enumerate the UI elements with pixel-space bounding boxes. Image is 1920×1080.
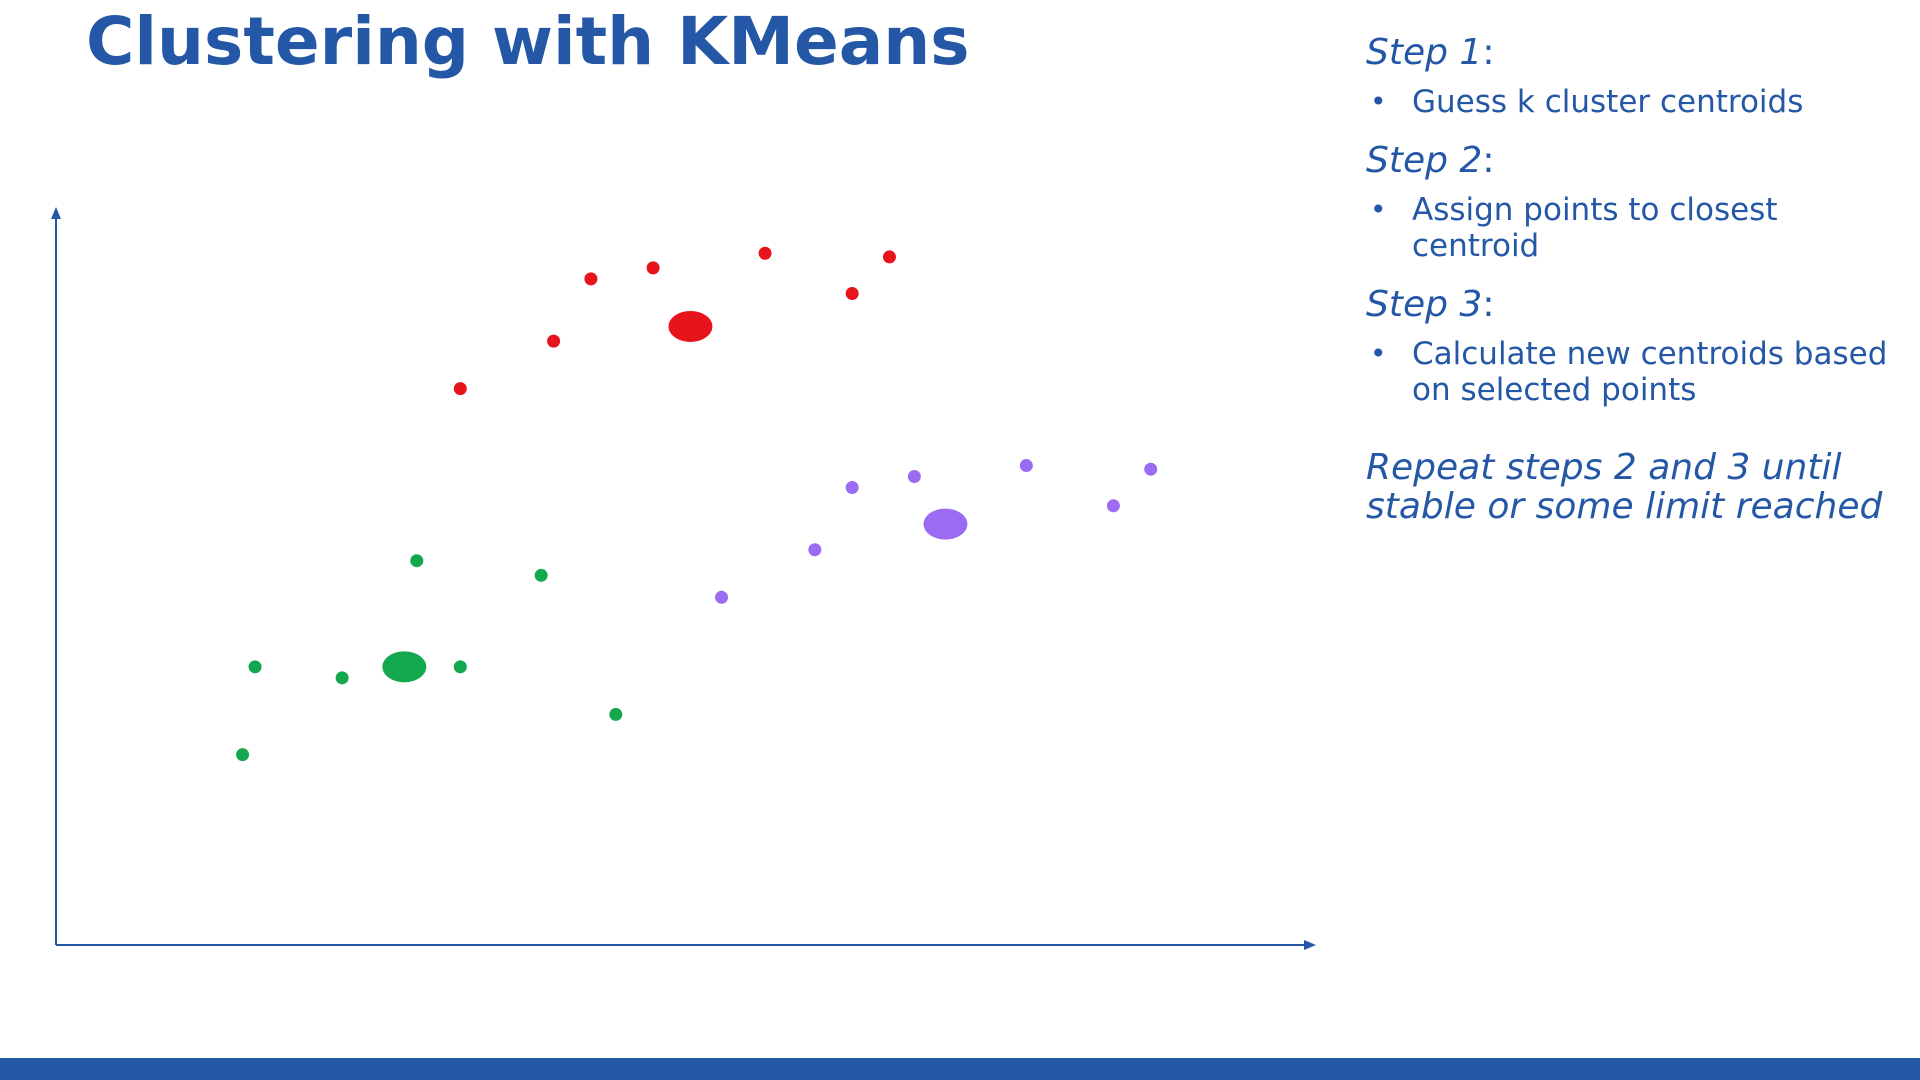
data-point (236, 748, 250, 762)
data-point (646, 261, 660, 275)
bullet-icon: • (1370, 337, 1387, 370)
bullet-text: Guess k cluster centroids (1412, 84, 1804, 120)
data-point (410, 554, 424, 568)
step-colon: : (1482, 32, 1495, 73)
data-point (1019, 459, 1033, 473)
data-point (609, 707, 623, 721)
footer-bar (0, 1058, 1920, 1080)
step-2-bullet: • Assign points to closest centroid (1366, 192, 1906, 264)
bullet-text: Calculate new centroids based on selecte… (1412, 336, 1888, 408)
data-point (1106, 499, 1120, 513)
cluster-marks (236, 246, 1158, 762)
step-heading-3: Step 3: (1366, 280, 1906, 330)
data-point (534, 568, 548, 582)
cluster-centroid (923, 508, 968, 540)
step-heading-2: Step 2: (1366, 136, 1906, 186)
repeat-note: Repeat steps 2 and 3 until stable or som… (1366, 447, 1883, 527)
data-point (882, 250, 896, 264)
data-point (453, 382, 467, 396)
step-label: Step 1 (1366, 32, 1483, 73)
data-point (808, 543, 822, 557)
step-label: Step 2 (1366, 140, 1483, 181)
step-heading-1: Step 1: (1366, 28, 1906, 78)
data-point (584, 272, 598, 286)
cluster-centroid (668, 310, 713, 342)
data-point (1144, 462, 1158, 476)
step-label: Step 3 (1366, 284, 1483, 325)
steps-panel: Step 1: • Guess k cluster centroids Step 2:… (1366, 28, 1906, 526)
data-point (845, 481, 859, 494)
bullet-icon: • (1370, 193, 1387, 226)
step-3-bullet: • Calculate new centroids based on select… (1366, 336, 1906, 408)
data-point (907, 470, 921, 484)
data-point (715, 590, 729, 604)
data-point (248, 660, 262, 674)
data-point (453, 660, 467, 674)
cluster-centroid (382, 651, 427, 683)
slide-title: Clustering with KMeans (86, 3, 970, 80)
step-1-bullet: • Guess k cluster centroids (1366, 84, 1906, 120)
data-point (335, 671, 349, 685)
scatter-plot (51, 207, 1316, 950)
data-point (845, 287, 859, 301)
step-colon: : (1482, 140, 1495, 181)
data-point (547, 334, 561, 348)
bullet-text: Assign points to closest centroid (1412, 192, 1778, 264)
data-point (758, 246, 772, 260)
step-colon: : (1482, 284, 1495, 325)
bullet-icon: • (1370, 85, 1387, 118)
